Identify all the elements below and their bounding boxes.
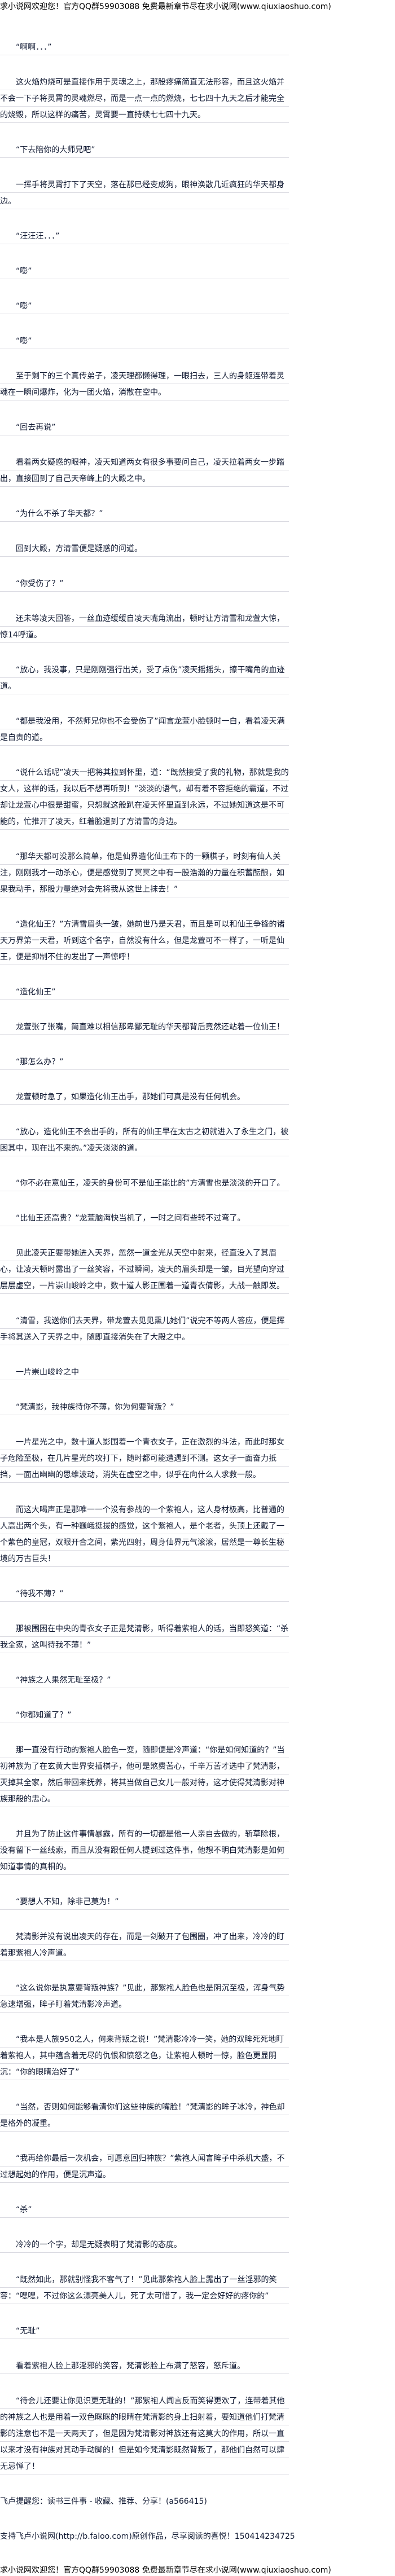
paragraph: “嘭”	[0, 263, 289, 280]
paragraph: “清雪，我送你们去天界，带龙萱去见见熏儿她们”说完不等两人答应，便是挥手将其送入…	[0, 1313, 289, 1346]
paragraph: “你都知道了？”	[0, 1707, 289, 1724]
paragraph: “回去再说”	[0, 420, 289, 436]
paragraph: 看着两女疑惑的眼神，凌天知道两女有很多事要问自己，凌天拉着两女一步踏出，直接回到…	[0, 455, 289, 487]
paragraph: 一片星光之中，数十道人影围着一个青衣女子，正在激烈的斗法，而此时那女子危险至极，…	[0, 1434, 289, 1483]
paragraph: 那一直没有行动的紫袍人脸色一变，随即便是冷声道：“你是如何知道的？”当初神族为了…	[0, 1742, 289, 1808]
paragraph: 回到大殿，方清雪便是疑惑的问道。	[0, 541, 289, 557]
paragraph: “造化仙王”	[0, 984, 289, 1001]
paragraph: “嘭”	[0, 333, 289, 350]
chapter-content: “啊啊．．．” 这火焰灼烧可是直接作用于灵魂之上，那股疼痛简直无法形容，而且这火焰…	[0, 12, 289, 2475]
paragraph: “当然，否则如何能够看清你们这些神族的嘴脸！”梵清影的眸子冰冷，神色却是格外的凝…	[0, 2099, 289, 2132]
paragraph: “放心，造化仙王不会出手的，所有的仙王早在太古之初就进入了永生之门，被困其中，现…	[0, 1124, 289, 1157]
footer-note: 支持飞卢小说网(http://b.faloo.com)原创作品，尽享阅读的喜悦！…	[0, 2532, 295, 2541]
paragraph: 这火焰灼烧可是直接作用于灵魂之上，那股疼痛简直无法形容，而且这火焰并不会一下子将…	[0, 74, 289, 124]
paragraph: 龙萱顿时急了，如果造化仙王出手，那她们可真是没有任何机会。	[0, 1089, 289, 1106]
paragraph: “你受伤了？”	[0, 576, 289, 592]
paragraph: “待会儿还要让你见识更无耻的！”那紫袍人闻言反而笑得更欢了，连带着其他的神族之人…	[0, 2393, 289, 2475]
paragraph: “待我不薄？”	[0, 1586, 289, 1602]
paragraph: “这么说你是执意要背叛神族？”见此，那紫袍人脸色也是阴沉至极，浑身气势急速增强，…	[0, 1980, 289, 2013]
paragraph: “既然如此，那就别怪我不客气了！”见此那紫袍人脸上露出了一丝淫邪的笑容：“嘿嘿，…	[0, 2272, 289, 2305]
paragraph: “为什么不杀了华天都？”	[0, 506, 289, 522]
footer-banner: 求小说网欢迎您！官方QQ群59903088 免费最新章节尽在求小说网(www.q…	[0, 2566, 331, 2575]
paragraph: 一挥手将灵霄打下了天空，落在那已经变成狗，眼神涣散几近疯狂的华天都身边。	[0, 177, 289, 210]
paragraph: “我再给你最后一次机会，可愿意回归神族？”紫袍人闻言眸子中杀机大盛，不过想起她的…	[0, 2151, 289, 2183]
paragraph: “那华天都可没那么简单，他是仙界造化仙王布下的一颗棋子，时刻有仙人关注，刚刚我才…	[0, 849, 289, 898]
paragraph: “嘭”	[0, 298, 289, 315]
paragraph: 见此凌天正要带她进入天界，忽然一道金光从天空中射来，径直没入了其眉心，让凌天顿时…	[0, 1245, 289, 1294]
paragraph: “无耻”	[0, 2323, 289, 2340]
paragraph: 而这大喝声正是那唯一一个没有参战的一个紫袍人，这人身材极高，比普通的人高出两个头…	[0, 1502, 289, 1567]
paragraph: “我本是人族950之人，何来背叛之说！”梵清影冷冷一笑，她的双眸死死地盯着紫袍人…	[0, 2032, 289, 2081]
paragraph: 冷冷的一个字，却是无疑表明了梵清影的态度。	[0, 2237, 289, 2253]
paragraph: “比仙王还高贵？”龙萱脑海快当机了，一时之间有些转不过弯了。	[0, 1210, 289, 1227]
paragraph: “啊啊．．．”	[0, 39, 289, 56]
footer-notes: 飞卢提醒您：读书三件事 - 收藏、推荐、分享！(a566415) 支持飞卢小说网(…	[0, 2494, 395, 2545]
paragraph: “汪汪汪．．．”	[0, 228, 289, 245]
paragraph: “那怎么办？”	[0, 1054, 289, 1071]
footer-note: 飞卢提醒您：读书三件事 - 收藏、推荐、分享！(a566415)	[0, 2497, 207, 2506]
paragraph: 至于剩下的三个真传弟子，凌天理都懒得理，一眼扫去，三人的身躯连带着灵魂在一瞬间爆…	[0, 368, 289, 401]
paragraph: “说什么话呢”凌天一把将其拉到怀里，道：“既然接受了我的礼物，那就是我的女人，这…	[0, 765, 289, 830]
paragraph: 龙萱张了张嘴，简直难以相信那卑鄙无耻的华天都背后竟然还站着一位仙王！	[0, 1019, 289, 1036]
header-banner: 求小说网欢迎您！官方QQ群59903088 免费最新章节尽在求小说网(www.q…	[0, 2, 331, 11]
paragraph: 梵清影并没有说出凌天的存在，而是一剑破开了包围圈，冲了出来，冷冷的盯着那紫袍人冷…	[0, 1929, 289, 1962]
paragraph: 一片崇山峻岭之中	[0, 1364, 289, 1381]
paragraph: “梵清影，我神族待你不薄，你为何要背叛？”	[0, 1399, 289, 1416]
paragraph: “要想人不知，除非己莫为！”	[0, 1894, 289, 1910]
paragraph: “都是我没用，不然师兄你也不会受伤了”闻言龙萱小脸顿时一白，看着凌天满是自责的道…	[0, 714, 289, 746]
paragraph: “神族之人果然无耻至极？”	[0, 1672, 289, 1689]
paragraph: 看着紫袍人脸上那淫邪的笑容，梵清影脸上布满了怒容，怒斥道。	[0, 2358, 289, 2375]
paragraph: “杀”	[0, 2202, 289, 2218]
paragraph: “造化仙王？”方清雪眉头一皱，她前世乃是天君，而且是可以和仙王争锋的诸天万界第一…	[0, 917, 289, 966]
paragraph: “你不必在意仙王，凌天的身份可不是仙王能比的”方清雪也是淡淡的开口了。	[0, 1175, 289, 1192]
paragraph: “下去陪你的大师兄吧”	[0, 142, 289, 158]
paragraph: 并且为了防止这件事情暴露，所有的一切都是他一人亲自去做的，斩草除根，没有留下一丝…	[0, 1826, 289, 1875]
paragraph: “放心，我没事，只是刚刚强行出关，受了点伤”凌天摇摇头，擦干嘴角的血迹道。	[0, 662, 289, 695]
paragraph: 还未等凌天回答，一丝血迹缓缓自凌天嘴角流出，顿时让方清雪和龙萱大惊，惊14呼道。	[0, 611, 289, 644]
paragraph: 那被围困在中央的青衣女子正是梵清影，听得着紫袍人的话，当即怒笑道：“杀我全家，这…	[0, 1621, 289, 1654]
